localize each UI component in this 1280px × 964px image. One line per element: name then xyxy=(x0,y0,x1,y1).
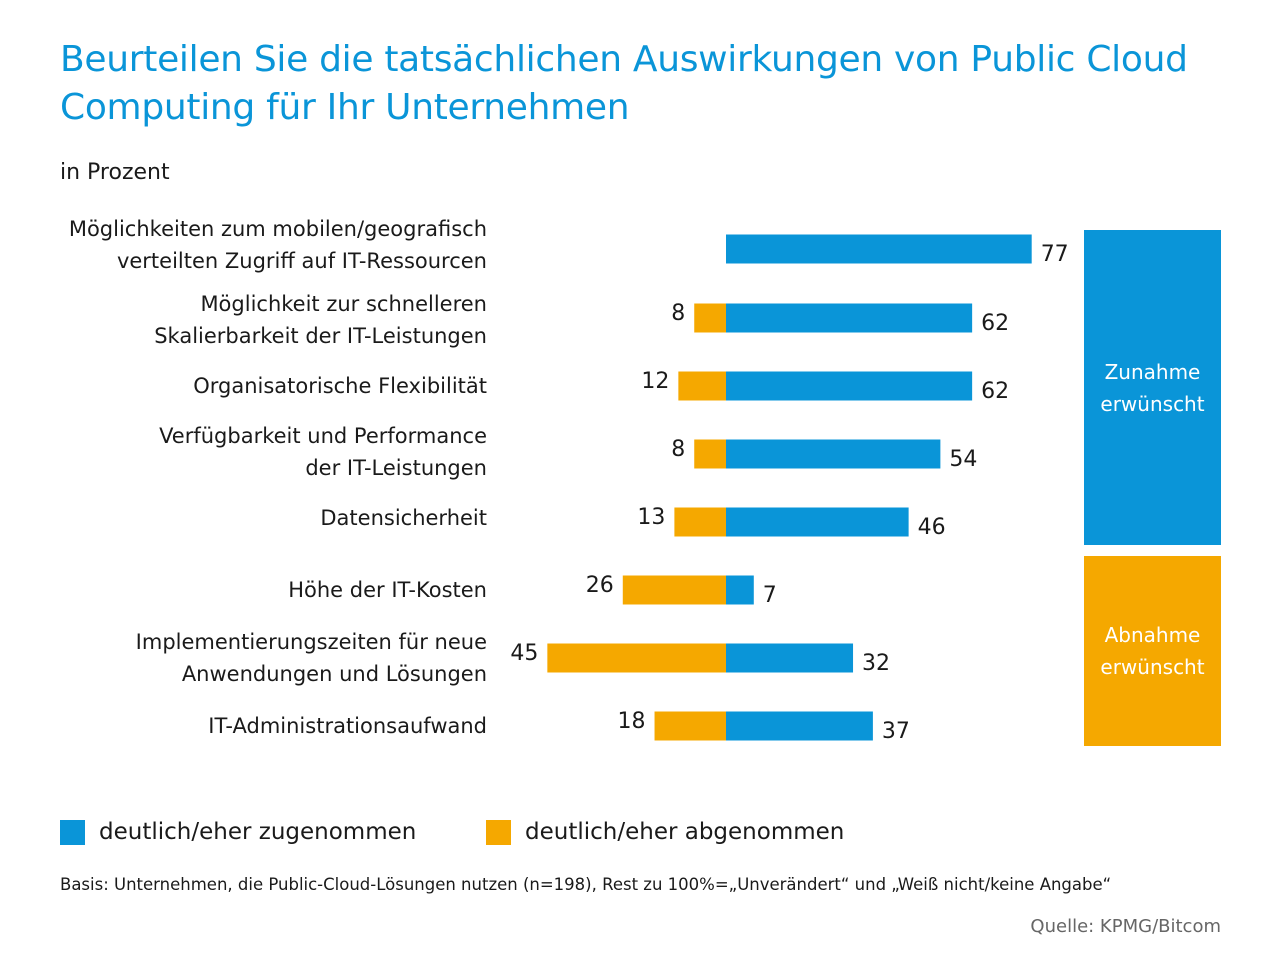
category-label: Möglichkeit zur schnelleren Skalierbarkei… xyxy=(40,288,487,352)
bar-decrease xyxy=(694,439,726,469)
bar-increase xyxy=(726,303,973,333)
category-label-line: der IT-Leistungen xyxy=(305,456,487,480)
legend-swatch-decrease xyxy=(486,819,511,845)
data-label-decrease: 8 xyxy=(671,437,685,462)
group-label: Abnahme erwünscht xyxy=(1100,619,1204,683)
source-note: Quelle: KPMG/Bitcom xyxy=(1030,916,1221,937)
legend-label-decrease: deutlich/eher abgenommen xyxy=(525,819,845,845)
chart-title: Beurteilen Sie die tatsächlichen Auswirk… xyxy=(60,36,1220,132)
category-label: IT-Administrationsaufwand xyxy=(40,710,487,742)
category-label-line: Skalierbarkeit der IT-Leistungen xyxy=(154,324,487,348)
category-label: Möglichkeiten zum mobilen/geografisch ver… xyxy=(40,213,487,277)
bar-decrease xyxy=(674,507,726,537)
data-label-increase: 7 xyxy=(763,583,777,608)
bar-increase xyxy=(726,711,873,741)
bar-increase xyxy=(726,643,854,673)
group-box-increase: Zunahme erwünscht xyxy=(1084,230,1221,545)
bar-decrease xyxy=(547,643,726,673)
bar-decrease xyxy=(654,711,726,741)
legend-swatch-increase xyxy=(60,819,85,845)
category-label-line: IT-Administrationsaufwand xyxy=(208,714,487,738)
unit-label: in Prozent xyxy=(60,160,170,185)
legend-item-decrease: deutlich/eher abgenommen xyxy=(486,819,844,845)
bar-increase xyxy=(726,371,973,401)
category-label-line: Organisatorische Flexibilität xyxy=(193,374,487,398)
category-label-line: Datensicherheit xyxy=(320,506,487,530)
category-label-line: Höhe der IT-Kosten xyxy=(288,578,487,602)
bar-increase xyxy=(726,439,941,469)
data-label-increase: 77 xyxy=(1041,242,1069,267)
group-label-line: Zunahme xyxy=(1104,359,1201,384)
legend-item-increase: deutlich/eher zugenommen xyxy=(60,819,416,845)
category-label-line: Möglichkeiten zum mobilen/geografisch xyxy=(68,217,487,241)
category-label-line: verteilten Zugriff auf IT-Ressourcen xyxy=(116,249,487,273)
data-label-increase: 62 xyxy=(981,311,1009,336)
data-label-increase: 62 xyxy=(981,379,1009,404)
legend-label-increase: deutlich/eher zugenommen xyxy=(99,819,417,845)
data-label-decrease: 45 xyxy=(510,641,538,666)
group-label-line: Abnahme xyxy=(1104,623,1201,647)
data-label-decrease: 26 xyxy=(586,573,614,598)
group-label-line: erwünscht xyxy=(1100,655,1205,679)
category-label-line: Möglichkeit zur schnelleren xyxy=(200,292,487,316)
bar-increase xyxy=(726,507,909,537)
category-label-line: Anwendungen und Lösungen xyxy=(181,662,487,686)
group-box-decrease: Abnahme erwünscht xyxy=(1084,556,1221,746)
data-label-increase: 37 xyxy=(882,719,910,744)
chart-title-line-1: Beurteilen Sie die tatsächlichen Auswirk… xyxy=(60,39,1188,80)
category-label-line: Implementierungszeiten für neue xyxy=(135,630,487,654)
category-label: Höhe der IT-Kosten xyxy=(40,574,487,606)
bar-decrease xyxy=(678,371,726,401)
chart-title-line-2: Computing für Ihr Unternehmen xyxy=(60,87,630,128)
data-label-decrease: 12 xyxy=(641,369,669,394)
bar-decrease xyxy=(622,575,726,605)
footnote: Basis: Unternehmen, die Public-Cloud-Lös… xyxy=(60,875,1112,894)
data-label-decrease: 18 xyxy=(618,709,646,734)
bar-decrease xyxy=(694,303,726,333)
data-label-increase: 32 xyxy=(862,651,890,676)
group-label: Zunahme erwünscht xyxy=(1100,356,1204,420)
data-label-decrease: 13 xyxy=(637,505,665,530)
category-label: Implementierungszeiten für neue Anwendung… xyxy=(40,626,487,690)
group-label-line: erwünscht xyxy=(1100,391,1205,416)
category-label: Datensicherheit xyxy=(40,502,487,534)
data-label-increase: 46 xyxy=(918,515,946,540)
bar-increase xyxy=(726,575,754,605)
category-label-line: Verfügbarkeit und Performance xyxy=(159,424,487,448)
category-label: Verfügbarkeit und Performance der IT-Leis… xyxy=(40,420,487,484)
category-label: Organisatorische Flexibilität xyxy=(40,370,487,402)
data-label-decrease: 8 xyxy=(671,301,685,326)
bar-increase xyxy=(726,234,1032,264)
data-label-increase: 54 xyxy=(949,447,977,472)
